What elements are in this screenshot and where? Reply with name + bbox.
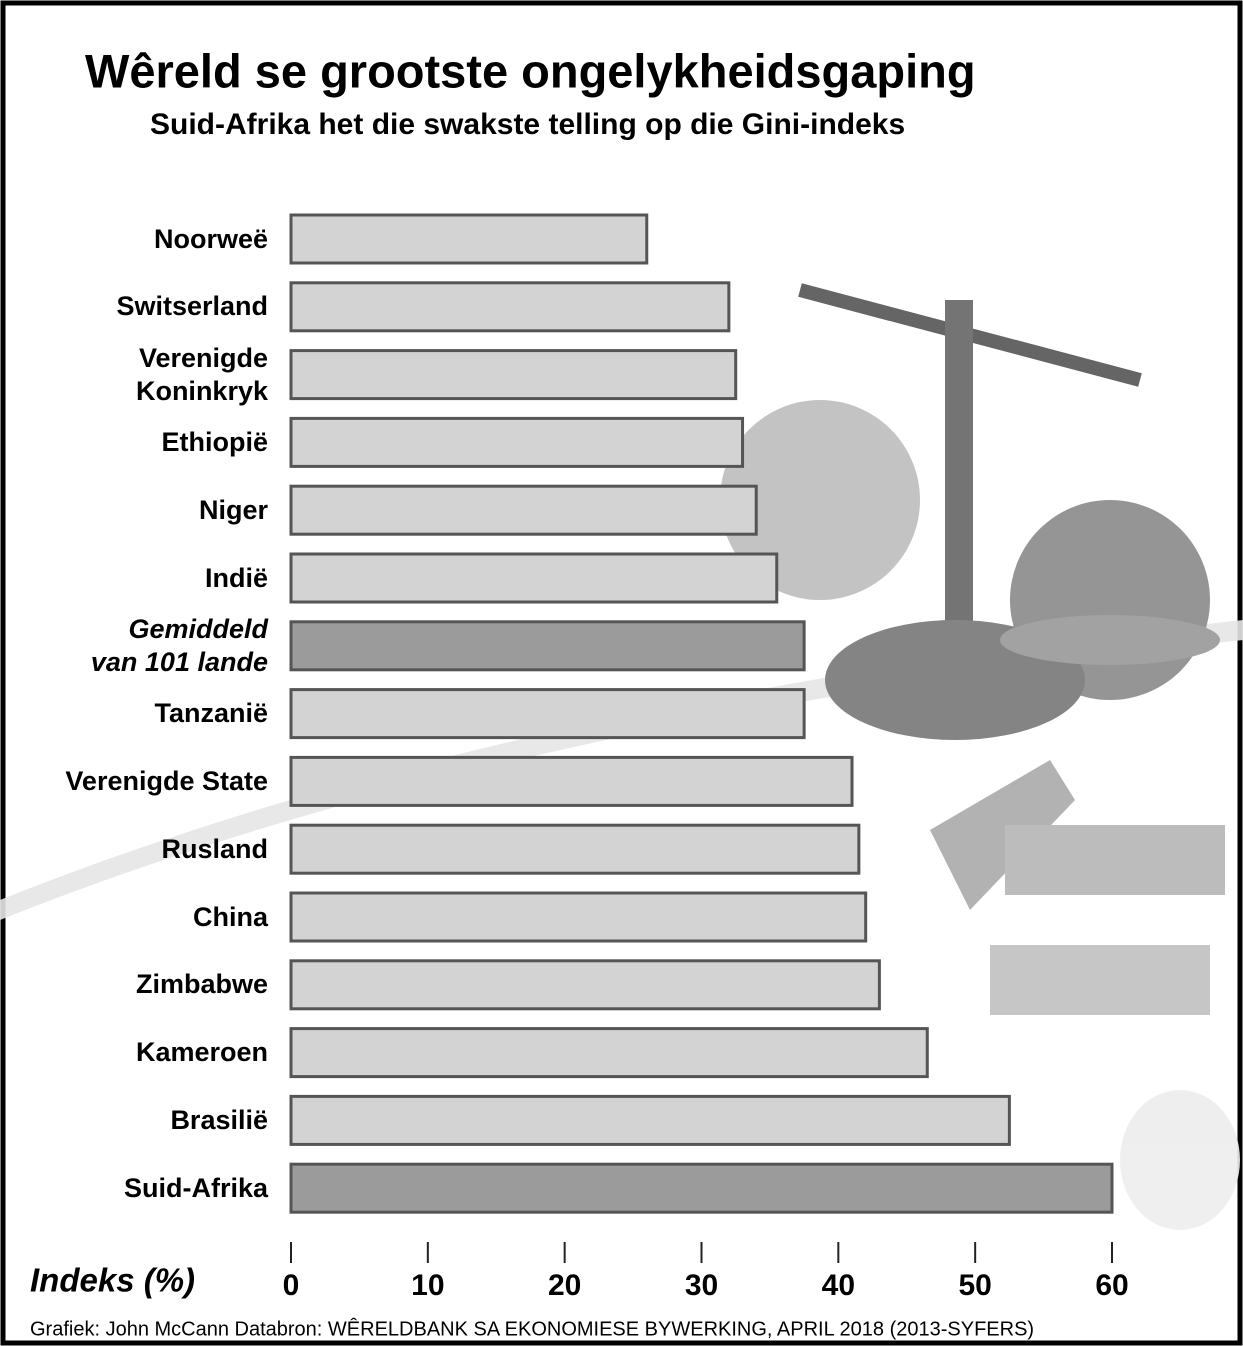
category-label: Suid-Afrika: [123, 1172, 268, 1203]
x-tick-label: 30: [685, 1269, 718, 1302]
category-label: Noorweë: [153, 223, 268, 254]
bar: [289, 1094, 1011, 1146]
x-tick-label: 60: [1095, 1269, 1128, 1302]
category-label: Indië: [204, 562, 268, 593]
x-tick-label: 0: [283, 1269, 300, 1302]
x-tick-label: 20: [548, 1269, 581, 1302]
bar: [289, 1162, 1114, 1214]
bar: [289, 688, 806, 740]
category-label: Verenigde Koninkryk: [135, 342, 268, 406]
x-tick-label: 10: [411, 1269, 444, 1302]
bar: [289, 416, 745, 468]
category-label: Ethiopië: [161, 426, 269, 457]
bar: [289, 620, 806, 672]
source: Grafiek: John McCann Databron: WÊRELDBAN…: [30, 1317, 1034, 1340]
category-label: Brasilië: [170, 1104, 268, 1135]
bar: [289, 552, 779, 604]
category-label: Gemiddeld van 101 lande: [90, 613, 268, 677]
category-label: Switserland: [116, 291, 268, 322]
bar: [289, 823, 861, 875]
chart-title: Wêreld se grootste ongelykheidsgaping: [85, 44, 976, 97]
category-label: Niger: [198, 494, 268, 525]
category-label: Rusland: [161, 833, 268, 864]
bar: [289, 755, 854, 807]
category-label: China: [192, 901, 268, 932]
background-illustration: [0, 283, 1243, 1230]
bar: [289, 891, 868, 943]
x-tick-label: 40: [822, 1269, 855, 1302]
x-tick-label: 50: [958, 1269, 991, 1302]
bar: [289, 349, 738, 401]
bar: [289, 213, 649, 265]
bar: [289, 1027, 929, 1079]
category-label: Verenigde State: [65, 765, 268, 796]
bar: [289, 281, 731, 333]
bar: [289, 959, 881, 1011]
chart-subtitle: Suid-Afrika het die swakste telling op d…: [150, 108, 905, 141]
category-label: Zimbabwe: [135, 969, 268, 1000]
category-label: Tanzanië: [154, 698, 268, 729]
category-label: Kameroen: [135, 1037, 268, 1068]
bar: [289, 484, 758, 536]
x-axis-label: Indeks (%): [30, 1262, 195, 1299]
